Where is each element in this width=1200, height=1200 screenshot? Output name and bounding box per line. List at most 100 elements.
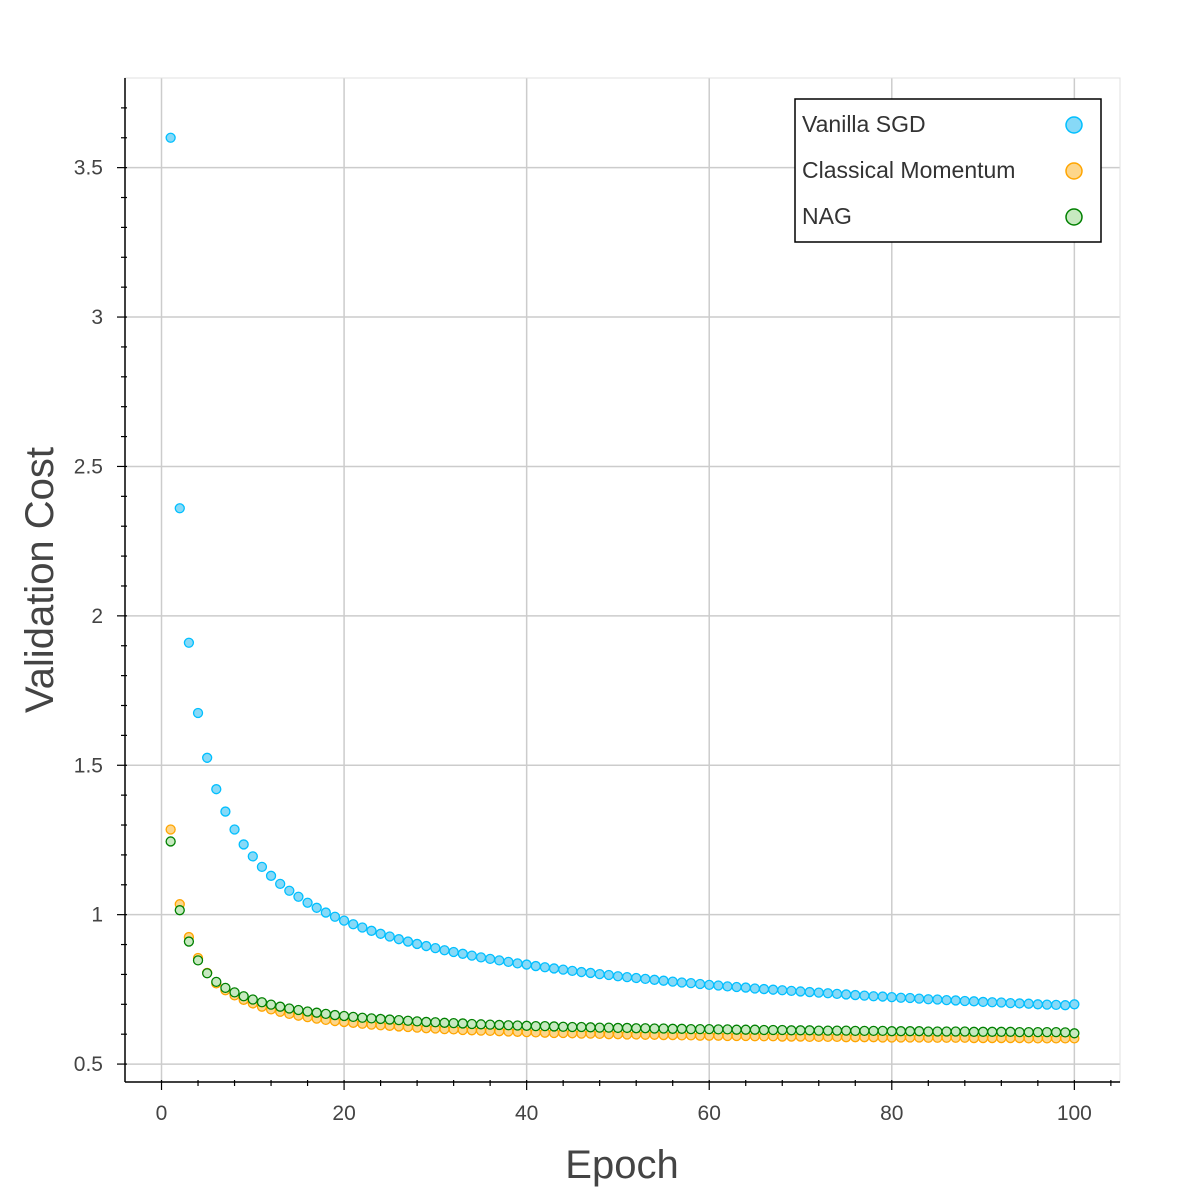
nag-point xyxy=(603,1022,614,1033)
x-axis-title: Epoch xyxy=(565,1143,678,1187)
nag-point xyxy=(503,1020,514,1031)
nag-point xyxy=(822,1025,834,1036)
legend-box xyxy=(794,98,1102,243)
nag-point xyxy=(850,1025,861,1037)
nag-point xyxy=(548,1021,560,1032)
nag-point xyxy=(211,976,222,988)
nag-point xyxy=(475,1019,487,1030)
nag-point xyxy=(558,1021,569,1032)
vanilla-sgd-point xyxy=(567,965,578,976)
vanilla-sgd-point xyxy=(411,938,423,950)
nag-point xyxy=(1032,1026,1043,1038)
vanilla-sgd-point xyxy=(366,925,377,936)
vanilla-sgd-point xyxy=(731,981,742,993)
classical-momentum-point xyxy=(165,824,176,835)
vanilla-sgd-point xyxy=(494,955,505,966)
vanilla-sgd-point xyxy=(658,975,669,986)
nag-point xyxy=(348,1011,359,1023)
x-tick-label: 40 xyxy=(515,1102,538,1125)
vanilla-sgd-point xyxy=(694,978,706,990)
vanilla-sgd-point xyxy=(740,982,751,993)
nag-point xyxy=(357,1012,368,1023)
vanilla-sgd-point xyxy=(1041,999,1053,1010)
nag-point xyxy=(165,836,176,847)
nag-point xyxy=(996,1026,1007,1037)
nag-point xyxy=(238,991,249,1002)
nag-point xyxy=(494,1019,505,1031)
vanilla-sgd-point xyxy=(859,990,870,1001)
vanilla-sgd-point xyxy=(402,936,414,947)
nag-point xyxy=(987,1026,998,1037)
nag-point xyxy=(594,1022,605,1033)
y-tick-label: 2 xyxy=(91,605,103,628)
nag-point xyxy=(284,1003,295,1014)
vanilla-sgd-point xyxy=(466,950,478,961)
nag-point xyxy=(904,1026,916,1037)
vanilla-sgd-point xyxy=(338,915,350,926)
vanilla-sgd-point xyxy=(649,974,660,985)
nag-point xyxy=(192,955,204,966)
nag-point xyxy=(384,1014,395,1025)
y-tick-label: 0.5 xyxy=(74,1053,103,1076)
nag-point xyxy=(174,905,185,916)
nag-point xyxy=(704,1023,715,1035)
vanilla-sgd-point xyxy=(813,987,824,998)
nag-point xyxy=(576,1021,587,1033)
nag-point xyxy=(512,1020,523,1031)
vanilla-sgd-point xyxy=(439,945,450,956)
nag-point xyxy=(831,1025,843,1036)
vanilla-sgd-point xyxy=(667,976,678,987)
vanilla-sgd-point xyxy=(804,986,815,998)
vanilla-sgd-point xyxy=(384,931,395,942)
nag-point xyxy=(1014,1026,1025,1038)
x-tick-label: 100 xyxy=(1057,1102,1092,1125)
vanilla-sgd-point xyxy=(932,994,943,1005)
vanilla-sgd-point xyxy=(840,989,852,1000)
vanilla-sgd-point xyxy=(822,988,834,999)
y-tick-label: 2.5 xyxy=(74,455,103,478)
nag-point xyxy=(795,1025,806,1036)
vanilla-sgd-point xyxy=(923,994,934,1005)
vanilla-sgd-point xyxy=(302,897,313,908)
vanilla-sgd-point xyxy=(777,985,788,996)
nag-point xyxy=(457,1018,468,1029)
vanilla-sgd-point xyxy=(530,960,541,972)
legend-label-nag: NAG xyxy=(802,203,852,229)
y-tick-label: 3.5 xyxy=(74,157,103,180)
vanilla-sgd-point xyxy=(1060,1000,1071,1011)
vanilla-sgd-point xyxy=(767,984,779,995)
nag-point xyxy=(786,1025,797,1036)
vanilla-sgd-point xyxy=(758,983,770,995)
nag-point xyxy=(749,1024,761,1035)
y-tick-label: 3 xyxy=(91,306,103,329)
nag-point xyxy=(256,997,268,1008)
nag-point xyxy=(366,1013,377,1024)
nag-point xyxy=(484,1019,496,1030)
vanilla-sgd-point xyxy=(503,956,514,968)
x-tick-label: 60 xyxy=(698,1102,721,1125)
legend-marker-nag xyxy=(1065,208,1083,226)
vanilla-sgd-point xyxy=(183,637,195,648)
vanilla-sgd-point xyxy=(275,878,286,890)
nag-point xyxy=(247,994,258,1005)
nag-point xyxy=(813,1025,824,1036)
nag-point xyxy=(1005,1026,1016,1037)
nag-point xyxy=(539,1020,551,1032)
nag-point xyxy=(740,1024,751,1035)
vanilla-sgd-point xyxy=(211,784,222,795)
grid-lines xyxy=(125,78,1120,1082)
vanilla-sgd-point xyxy=(521,959,532,970)
vanilla-sgd-point xyxy=(786,985,797,997)
nag-point xyxy=(868,1025,879,1037)
legend-marker-vanilla-sgd xyxy=(1065,116,1083,134)
nag-point xyxy=(448,1017,459,1029)
vanilla-sgd-point xyxy=(886,991,897,1003)
vanilla-sgd-point xyxy=(265,870,277,881)
vanilla-sgd-point xyxy=(968,996,980,1007)
nag-point xyxy=(439,1017,450,1028)
nag-point xyxy=(430,1017,441,1028)
nag-point xyxy=(567,1021,578,1033)
nag-point xyxy=(685,1023,697,1035)
vanilla-sgd-point xyxy=(996,997,1007,1008)
vanilla-sgd-point xyxy=(558,964,569,975)
